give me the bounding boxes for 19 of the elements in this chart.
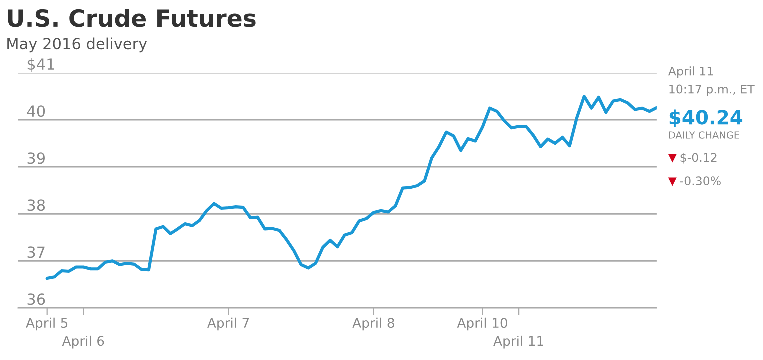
y-tick-label: 39 xyxy=(28,152,46,164)
y-tick-label: 37 xyxy=(28,246,45,258)
chart-subtitle: May 2016 delivery xyxy=(8,38,148,53)
x-tick-label: April 5 xyxy=(26,318,68,331)
text: ▼-0.30% xyxy=(668,176,721,186)
text: $40.24 xyxy=(670,110,743,128)
text: ▼$-0.12 xyxy=(668,153,717,164)
text: April 11 xyxy=(668,66,714,78)
chart-title: U.S. Crude Futures xyxy=(8,9,256,28)
y-tick-label: $41 xyxy=(28,58,54,72)
y-tick-label: 38 xyxy=(28,200,46,212)
y-tick-label: 36 xyxy=(28,294,46,306)
x-tick-label: April 7 xyxy=(208,318,250,331)
x-tick-label: April 6 xyxy=(62,336,104,349)
text: 10:17 p.m., ET xyxy=(670,84,755,96)
text: DAILY CHANGE xyxy=(669,132,740,139)
x-tick-label: April 10 xyxy=(457,318,508,331)
y-tick-label: 40 xyxy=(27,106,46,118)
x-tick-label: April 8 xyxy=(352,318,394,331)
